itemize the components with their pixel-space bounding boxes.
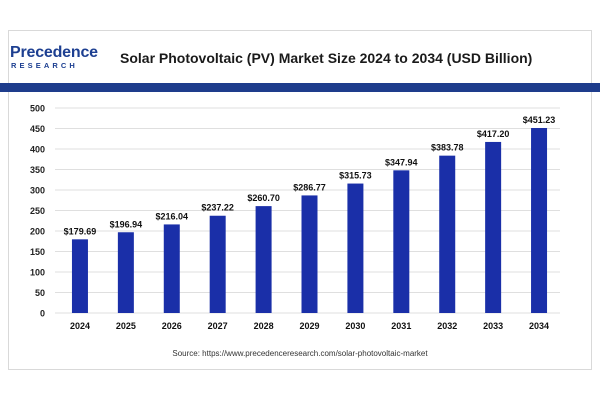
bar xyxy=(255,206,272,313)
y-tick-label: 300 xyxy=(30,186,45,196)
x-tick-label: 2033 xyxy=(483,321,503,331)
bar xyxy=(301,195,318,313)
x-tick-label: 2027 xyxy=(208,321,228,331)
x-tick-label: 2030 xyxy=(345,321,365,331)
bar xyxy=(485,141,502,313)
logo-brand-text: Precedence xyxy=(10,44,98,61)
x-tick-label: 2029 xyxy=(299,321,319,331)
y-tick-label: 50 xyxy=(35,288,45,298)
bar xyxy=(209,215,226,313)
x-tick-label: 2031 xyxy=(391,321,411,331)
data-label: $347.94 xyxy=(385,157,418,167)
x-tick-label: 2026 xyxy=(162,321,182,331)
chart-title: Solar Photovoltaic (PV) Market Size 2024… xyxy=(120,50,533,66)
data-label: $179.69 xyxy=(64,226,97,236)
x-tick-label: 2032 xyxy=(437,321,457,331)
logo-sub-text: RESEARCH xyxy=(11,61,78,70)
bar xyxy=(531,127,548,313)
y-tick-label: 0 xyxy=(40,309,45,319)
x-tick-label: 2024 xyxy=(70,321,90,331)
data-label: $237.22 xyxy=(201,203,234,213)
x-tick-label: 2028 xyxy=(254,321,274,331)
data-label: $260.70 xyxy=(247,193,280,203)
bar xyxy=(439,155,456,313)
source-citation: Source: https://www.precedenceresearch.c… xyxy=(172,349,428,358)
y-tick-label: 250 xyxy=(30,206,45,216)
bar xyxy=(393,170,410,313)
x-tick-label: 2034 xyxy=(529,321,549,331)
data-label: $315.73 xyxy=(339,171,372,181)
data-label: $383.78 xyxy=(431,143,464,153)
data-label: $286.77 xyxy=(293,182,326,192)
precedence-research-logo: Precedence RESEARCH xyxy=(10,44,100,72)
title-band xyxy=(0,83,600,92)
data-label: $196.94 xyxy=(110,219,143,229)
data-label: $216.04 xyxy=(155,211,188,221)
y-tick-label: 200 xyxy=(30,227,45,237)
bar xyxy=(117,232,134,313)
y-tick-label: 100 xyxy=(30,268,45,278)
y-tick-label: 500 xyxy=(30,104,45,114)
x-tick-label: 2025 xyxy=(116,321,136,331)
bar xyxy=(71,239,88,313)
y-tick-label: 400 xyxy=(30,145,45,155)
bar xyxy=(347,183,364,313)
data-label: $451.23 xyxy=(523,115,556,125)
y-tick-label: 350 xyxy=(30,165,45,175)
bar xyxy=(163,224,180,313)
data-label: $417.20 xyxy=(477,129,510,139)
y-tick-label: 150 xyxy=(30,247,45,257)
y-tick-label: 450 xyxy=(30,124,45,134)
